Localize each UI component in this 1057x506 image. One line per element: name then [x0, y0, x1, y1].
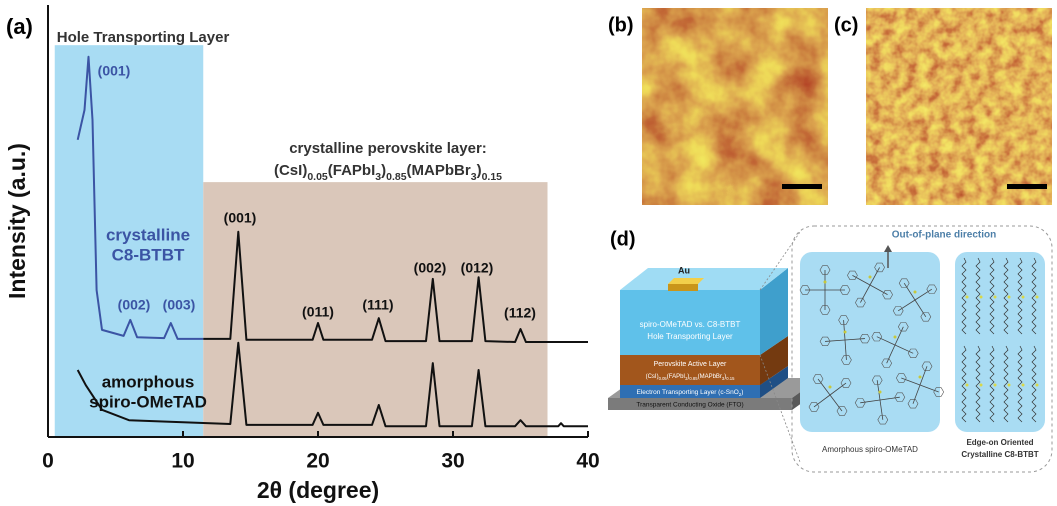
scale-bar	[1007, 184, 1047, 189]
atom	[894, 336, 897, 339]
panel-label: (b)	[608, 14, 634, 36]
atom	[994, 296, 997, 299]
panel-label: (c)	[834, 14, 858, 36]
htl-layer-top	[620, 268, 788, 290]
caption: Amorphous spiro-OMeTAD	[822, 445, 918, 454]
text-segment: (MAPbBr	[698, 374, 722, 380]
atom	[1036, 296, 1039, 299]
annotation: (011)	[302, 304, 334, 320]
atom	[966, 296, 969, 299]
formula: (CsI)0.05(FAPbI3)0.85(MAPbBr3)0.15	[274, 162, 502, 183]
x-tick-label: 40	[576, 450, 599, 473]
annotation: (112)	[504, 305, 536, 321]
atom	[980, 296, 983, 299]
subscript: 0.15	[482, 171, 503, 183]
span-label: Hole Transporting Layer	[57, 29, 230, 46]
annotation: C8-BTBT	[112, 245, 185, 264]
text-segment: (CsI)	[274, 162, 307, 179]
htl-label: Hole Transporting Layer	[647, 332, 733, 341]
au-front	[668, 284, 698, 291]
text-segment: (FAPbI	[667, 374, 686, 380]
annotation: (003)	[163, 297, 196, 313]
atom	[1022, 296, 1025, 299]
atom	[829, 386, 832, 389]
atom	[919, 376, 922, 379]
amorphous-region	[800, 252, 940, 432]
y-axis-label: Intensity (a.u.)	[4, 143, 30, 299]
figure: (a) (b) (c) (d) Au spiro-OMeTAD vs. C8-B…	[0, 0, 1057, 506]
atom	[980, 384, 983, 387]
atom	[844, 331, 847, 334]
arrow-head	[884, 245, 892, 252]
au-label: Au	[678, 265, 690, 275]
subscript: 0.15	[726, 376, 735, 381]
caption: Crystalline C8-BTBT	[961, 450, 1038, 459]
xrd-chart: Hole Transporting Layer crystalline perov…	[4, 5, 600, 503]
afm-image	[866, 8, 1052, 205]
atom	[966, 384, 969, 387]
atom	[1036, 384, 1039, 387]
au-top	[668, 278, 704, 284]
device-schematic: Au spiro-OMeTAD vs. C8-BTBT Hole Transpo…	[608, 232, 820, 462]
annotation: spiro-OMeTAD	[89, 392, 207, 411]
panel-label: (d)	[610, 228, 636, 250]
atom	[914, 291, 917, 294]
atom	[1008, 296, 1011, 299]
atom	[1008, 384, 1011, 387]
x-tick-label: 10	[171, 450, 194, 473]
etl-label: Electron Transporting Layer (c-SnO2)	[637, 389, 744, 397]
panel-label: (a)	[6, 14, 33, 39]
direction-label: Out-of-plane direction	[892, 230, 996, 241]
span-label: crystalline perovskite layer:	[289, 140, 487, 157]
caption: Edge-on Oriented	[966, 438, 1033, 447]
text-segment: Electron Transporting Layer (c-SnO	[637, 389, 739, 396]
x-tick-label: 30	[441, 450, 464, 473]
perovskite-label: Perovskite Active Layer	[654, 361, 727, 368]
annotation: amorphous	[102, 372, 195, 391]
crystalline-region	[955, 252, 1045, 432]
atom	[879, 391, 882, 394]
subscript: 0.85	[386, 171, 407, 183]
text-segment: (FAPbI	[328, 162, 376, 179]
atom	[869, 276, 872, 279]
x-tick-label: 20	[306, 450, 329, 473]
subscript: 0.05	[307, 171, 328, 183]
atom	[1022, 384, 1025, 387]
atom	[824, 281, 827, 284]
annotation: (001)	[98, 63, 131, 79]
annotation: (002)	[118, 297, 151, 313]
text-segment: (MAPbBr	[407, 162, 471, 179]
tco-label: Transparent Conducting Oxide (FTO)	[636, 402, 743, 409]
perovskite-formula: (CsI)0.05(FAPbI3)0.85(MAPbBr3)0.15	[646, 374, 736, 381]
annotation: (111)	[362, 297, 393, 313]
annotation: (001)	[224, 210, 257, 226]
text-segment: (CsI)	[646, 374, 659, 380]
x-axis-label: 2θ (degree)	[257, 477, 379, 503]
text-segment: )	[741, 389, 743, 396]
x-tick-label: 0	[42, 450, 54, 473]
htl-label: spiro-OMeTAD vs. C8-BTBT	[640, 320, 741, 329]
atom	[994, 384, 997, 387]
afm-image	[642, 8, 828, 205]
scale-bar	[782, 184, 822, 189]
annotation: (012)	[461, 260, 494, 276]
annotation: crystalline	[106, 225, 190, 244]
annotation: (002)	[414, 260, 447, 276]
